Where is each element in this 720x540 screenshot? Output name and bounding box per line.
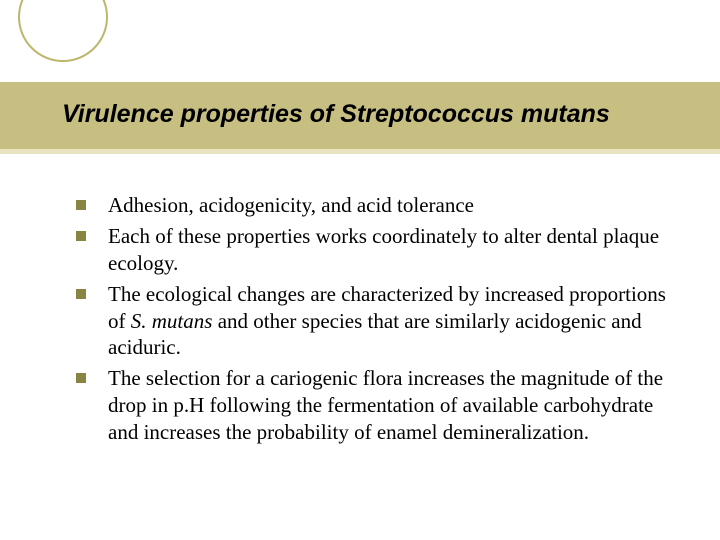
- bullet-text: The ecological changes are characterized…: [108, 281, 672, 362]
- list-item: The selection for a cariogenic flora inc…: [76, 365, 672, 446]
- slide-title: Virulence properties of Streptococcus mu…: [62, 100, 610, 129]
- decorative-arc: [18, 0, 108, 62]
- bullet-text: Adhesion, acidogenicity, and acid tolera…: [108, 192, 474, 219]
- bullet-list: Adhesion, acidogenicity, and acid tolera…: [76, 192, 672, 450]
- square-bullet-icon: [76, 231, 86, 241]
- list-item: Adhesion, acidogenicity, and acid tolera…: [76, 192, 672, 219]
- list-item: Each of these properties works coordinat…: [76, 223, 672, 277]
- square-bullet-icon: [76, 373, 86, 383]
- square-bullet-icon: [76, 200, 86, 210]
- bullet-text: The selection for a cariogenic flora inc…: [108, 365, 672, 446]
- bullet-text: Each of these properties works coordinat…: [108, 223, 672, 277]
- square-bullet-icon: [76, 289, 86, 299]
- title-band-highlight: [0, 149, 720, 154]
- list-item: The ecological changes are characterized…: [76, 281, 672, 362]
